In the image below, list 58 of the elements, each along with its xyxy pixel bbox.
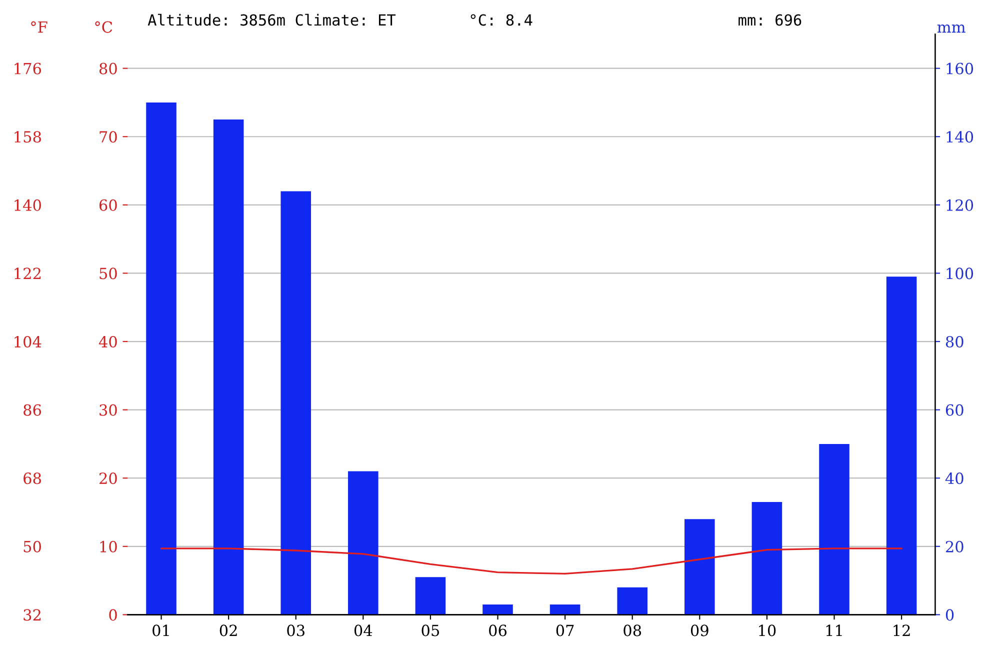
x-tick-label: 09 bbox=[690, 624, 708, 636]
y2-tick-label: 80 bbox=[946, 336, 964, 348]
x-tick-label: 08 bbox=[624, 624, 642, 636]
y-tick-label: 80 bbox=[99, 62, 117, 74]
y2-axis-title: mm bbox=[937, 24, 966, 33]
y2-tick-label: 0 bbox=[946, 609, 954, 621]
y2-tick-label: 120 bbox=[946, 199, 974, 211]
text: °C: 8.4 bbox=[470, 14, 532, 26]
y2-tick-label: 40 bbox=[945, 472, 964, 484]
text: mm: 696 bbox=[738, 14, 802, 26]
y2-tick-label: 140 bbox=[946, 131, 974, 143]
y-tick-label: 70 bbox=[100, 131, 117, 143]
bar bbox=[886, 276, 917, 615]
bar bbox=[213, 120, 244, 615]
y2-tick-label: 60 bbox=[946, 404, 964, 416]
x-tick-label: 11 bbox=[826, 624, 842, 636]
bar bbox=[146, 102, 176, 615]
y2-tick-label: 160 bbox=[946, 62, 974, 74]
x-tick-label: 01 bbox=[152, 624, 169, 636]
y3-tick-label: 68 bbox=[24, 472, 41, 484]
bar bbox=[415, 577, 446, 615]
line-series bbox=[160, 548, 902, 575]
y3-tick-label: 86 bbox=[24, 404, 42, 416]
y3-tick-label: 158 bbox=[14, 131, 41, 143]
y-tick-label: 60 bbox=[99, 199, 117, 211]
bar bbox=[550, 604, 580, 615]
bar bbox=[617, 587, 648, 615]
y-tick-label: 30 bbox=[100, 404, 117, 416]
x-tick-label: 05 bbox=[422, 624, 439, 636]
y3-tick-label: 32 bbox=[24, 609, 40, 621]
y-tick-label: 10 bbox=[100, 540, 117, 552]
x-tick-label: 04 bbox=[354, 624, 372, 636]
bar bbox=[819, 444, 850, 615]
bar bbox=[348, 471, 378, 615]
y3-tick-label: 140 bbox=[14, 199, 41, 211]
y3-tick-label: 50 bbox=[24, 540, 41, 552]
bar bbox=[280, 191, 311, 615]
y3-tick-label: 104 bbox=[14, 336, 42, 348]
chart-title: Altitude: 3856m Climate: ET bbox=[148, 14, 396, 26]
bar bbox=[684, 519, 715, 615]
y2-tick-label: 100 bbox=[946, 268, 974, 280]
x-tick-label: 10 bbox=[759, 624, 776, 636]
x-tick-label: 02 bbox=[220, 624, 237, 636]
x-tick-label: 07 bbox=[556, 624, 574, 636]
y-tick-label: 40 bbox=[98, 336, 117, 348]
x-tick-label: 03 bbox=[287, 624, 304, 636]
bar bbox=[482, 604, 513, 615]
x-tick-label: 06 bbox=[489, 624, 507, 636]
y-axis-title: °C bbox=[95, 21, 112, 33]
y3-axis-title: °F bbox=[31, 21, 48, 33]
y3-tick-label: 176 bbox=[14, 62, 42, 74]
y3-tick-label: 122 bbox=[14, 268, 40, 280]
bar bbox=[752, 502, 782, 615]
y-tick-label: 0 bbox=[109, 609, 117, 621]
y2-tick-label: 20 bbox=[946, 540, 964, 552]
x-tick-label: 12 bbox=[894, 624, 910, 636]
y-tick-label: 50 bbox=[100, 268, 117, 280]
y-tick-label: 20 bbox=[99, 472, 117, 484]
